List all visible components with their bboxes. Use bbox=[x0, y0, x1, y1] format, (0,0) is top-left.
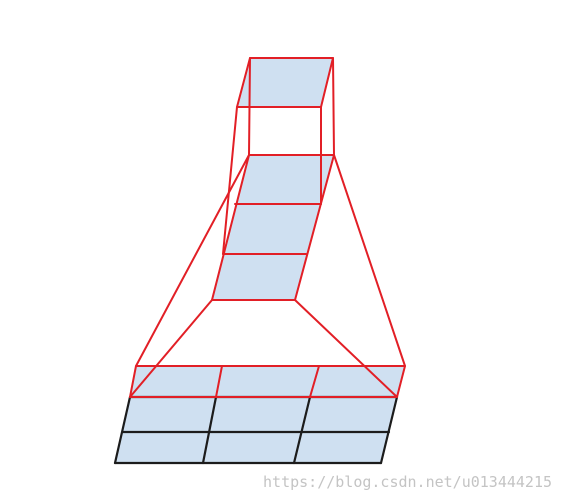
middle-column-fill bbox=[212, 155, 334, 300]
top-cell-fill bbox=[237, 58, 333, 107]
bottom-grid-layer bbox=[113, 365, 406, 465]
top-cell-layer bbox=[236, 57, 334, 108]
frustum-top-line-left-front bbox=[222, 106, 238, 255]
highlight-row-divider-2 bbox=[309, 365, 320, 398]
watermark-text: https://blog.csdn.net/u013444215 bbox=[263, 473, 552, 491]
bottom-grid-fill bbox=[115, 366, 405, 463]
frustum-line-left-outer bbox=[135, 154, 250, 367]
grid-col-line-2 bbox=[201, 395, 218, 465]
grid-col-line-right bbox=[379, 395, 399, 465]
frustum-line-right-outer bbox=[333, 154, 406, 367]
grid-col-line-left bbox=[113, 395, 132, 465]
middle-column-layer bbox=[211, 154, 335, 301]
frustum-top-to-middle bbox=[222, 57, 335, 255]
grid-col-line-3 bbox=[292, 395, 312, 465]
frustum-line-right-inner bbox=[294, 299, 398, 398]
highlight-row-divider-1 bbox=[215, 365, 223, 398]
frustum-middle-to-bottom bbox=[129, 154, 406, 398]
frustum-top-line-right-back bbox=[332, 57, 335, 156]
frustum-line-left-inner bbox=[129, 299, 213, 398]
frustum-top-line-left-back bbox=[248, 57, 251, 156]
